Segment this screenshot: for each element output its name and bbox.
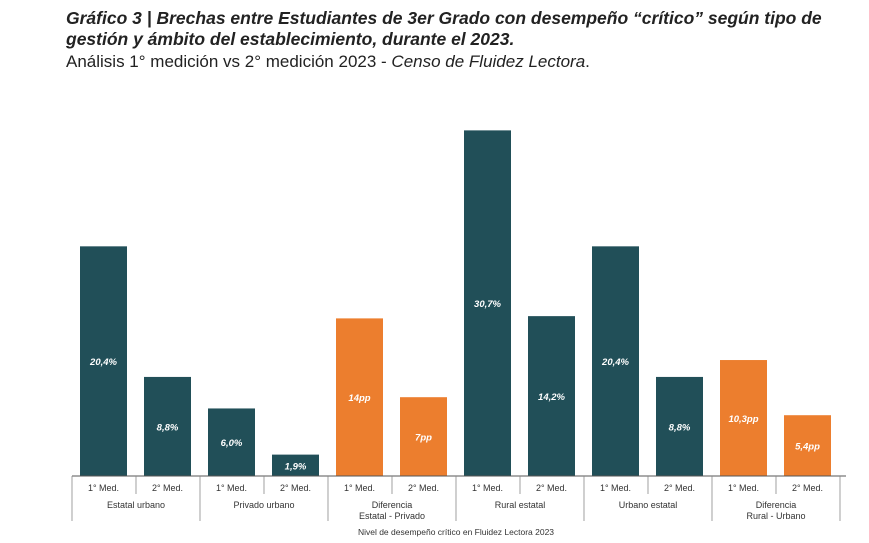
bar	[464, 130, 511, 476]
bar	[80, 246, 127, 476]
tick-label: 1° Med.	[600, 483, 631, 493]
group-label: Diferencia	[372, 500, 413, 510]
bar	[592, 246, 639, 476]
group-label: Privado urbano	[233, 500, 294, 510]
bar-value-label: 1,9%	[285, 461, 307, 472]
bar-value-label: 7pp	[415, 433, 432, 444]
bar	[656, 376, 703, 476]
bar-value-label: 30,7%	[474, 299, 501, 310]
bar-value-label: 20,4%	[89, 357, 117, 368]
tick-label: 1° Med.	[216, 483, 247, 493]
bar	[144, 376, 191, 476]
tick-label: 2° Med.	[792, 483, 823, 493]
group-label: Diferencia	[756, 500, 797, 510]
bar-value-label: 20,4%	[601, 357, 629, 368]
bar	[784, 415, 831, 476]
tick-label: 1° Med.	[344, 483, 375, 493]
bar-value-label: 14pp	[348, 393, 370, 404]
group-label: Estatal urbano	[107, 500, 165, 510]
chart-subtitle: Análisis 1° medición vs 2° medición 2023…	[66, 52, 590, 72]
subtitle-source: Censo de Fluidez Lectora	[391, 52, 586, 71]
bar-value-label: 8,8%	[669, 422, 691, 433]
tick-label: 2° Med.	[408, 483, 439, 493]
tick-label: 1° Med.	[88, 483, 119, 493]
group-label: Rural - Urbano	[746, 511, 805, 521]
group-label: Rural estatal	[495, 500, 546, 510]
bar-value-label: 8,8%	[157, 422, 179, 433]
tick-label: 2° Med.	[536, 483, 567, 493]
bar	[400, 397, 447, 476]
bar-value-label: 10,3pp	[728, 414, 758, 425]
bar-value-label: 14,2%	[538, 392, 565, 403]
tick-label: 1° Med.	[472, 483, 503, 493]
bar	[336, 318, 383, 476]
group-label: Estatal - Privado	[359, 511, 425, 521]
bar	[208, 408, 255, 476]
bar-value-label: 5,4pp	[795, 442, 820, 453]
tick-label: 1° Med.	[728, 483, 759, 493]
bar-value-label: 6,0%	[221, 438, 243, 449]
bar	[528, 316, 575, 476]
tick-label: 2° Med.	[664, 483, 695, 493]
subtitle-end: .	[585, 52, 590, 71]
chart-title: Gráfico 3 | Brechas entre Estudiantes de…	[66, 8, 822, 49]
x-axis-label: Nivel de desempeño crítico en Fluidez Le…	[358, 527, 554, 537]
bar	[272, 454, 319, 476]
group-label: Urbano estatal	[619, 500, 678, 510]
tick-label: 2° Med.	[152, 483, 183, 493]
subtitle-text: Análisis 1° medición vs 2° medición 2023…	[66, 52, 392, 71]
tick-label: 2° Med.	[280, 483, 311, 493]
bar	[720, 360, 767, 476]
